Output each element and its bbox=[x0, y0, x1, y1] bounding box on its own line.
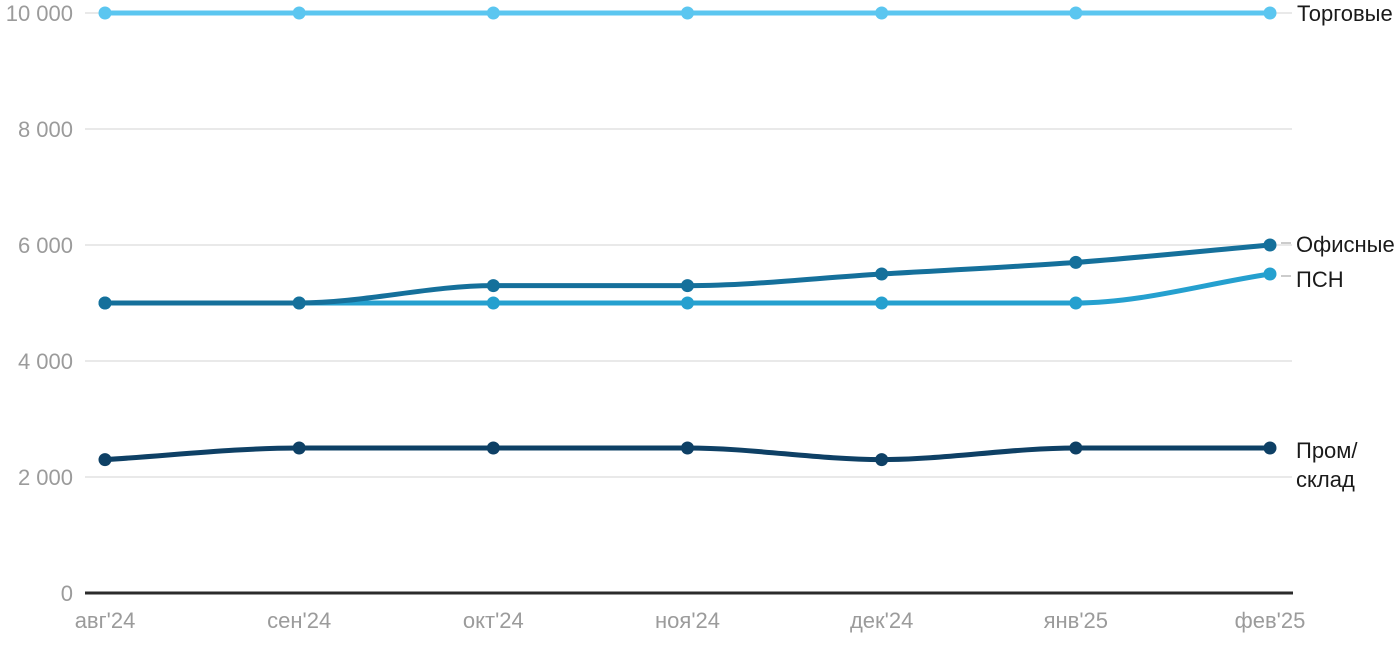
series-point-2 bbox=[681, 296, 694, 310]
series-point-3 bbox=[292, 441, 306, 455]
series-point-2 bbox=[1069, 296, 1083, 310]
series-point-1 bbox=[1069, 255, 1083, 269]
series-point-0 bbox=[486, 6, 500, 20]
series-point-3 bbox=[486, 441, 500, 455]
x-tick-label: сен'24 bbox=[267, 608, 331, 633]
series-point-1 bbox=[486, 279, 500, 293]
y-tick-label: 8 000 bbox=[18, 117, 73, 142]
x-tick-label: ноя'24 bbox=[655, 608, 720, 633]
series-point-0 bbox=[292, 6, 306, 20]
series-point-1 bbox=[98, 296, 112, 310]
x-tick-label: окт'24 bbox=[463, 608, 524, 633]
y-tick-label: 2 000 bbox=[18, 465, 73, 490]
series-point-3 bbox=[1263, 441, 1277, 455]
series-point-3 bbox=[875, 453, 889, 467]
series-point-1 bbox=[875, 267, 889, 281]
x-tick-label: фев'25 bbox=[1235, 608, 1306, 633]
y-tick-label: 6 000 bbox=[18, 233, 73, 258]
series-label-torgovye: Торговые bbox=[1297, 1, 1393, 26]
series-label-prom-sklad: Пром/ склад bbox=[1296, 436, 1358, 494]
series-point-1 bbox=[1263, 238, 1277, 252]
series-point-3 bbox=[98, 453, 112, 467]
series-point-1 bbox=[681, 279, 694, 293]
y-tick-label: 0 bbox=[61, 581, 73, 606]
series-line-1 bbox=[102, 242, 1273, 306]
series-point-2 bbox=[875, 296, 889, 310]
series-label-prom-line1: Пром/ bbox=[1296, 438, 1358, 463]
series-point-3 bbox=[681, 441, 694, 455]
x-tick-label: янв'25 bbox=[1044, 608, 1108, 633]
series-point-0 bbox=[875, 6, 889, 20]
x-tick-label: дек'24 bbox=[850, 608, 913, 633]
series-point-2 bbox=[1263, 267, 1277, 281]
series-label-psn: ПСН bbox=[1296, 267, 1344, 292]
series-point-0 bbox=[1069, 6, 1083, 20]
series-point-0 bbox=[681, 6, 694, 20]
x-tick-label: авг'24 bbox=[75, 608, 136, 633]
series-point-2 bbox=[486, 296, 500, 310]
series-point-0 bbox=[1263, 6, 1277, 20]
series-point-0 bbox=[98, 6, 112, 20]
series-point-1 bbox=[292, 296, 306, 310]
y-tick-label: 10 000 bbox=[6, 1, 73, 26]
y-tick-label: 4 000 bbox=[18, 349, 73, 374]
series-label-prom-line2: склад bbox=[1296, 467, 1355, 492]
series-label-ofisnye: Офисные bbox=[1296, 232, 1395, 257]
series-point-3 bbox=[1069, 441, 1083, 455]
